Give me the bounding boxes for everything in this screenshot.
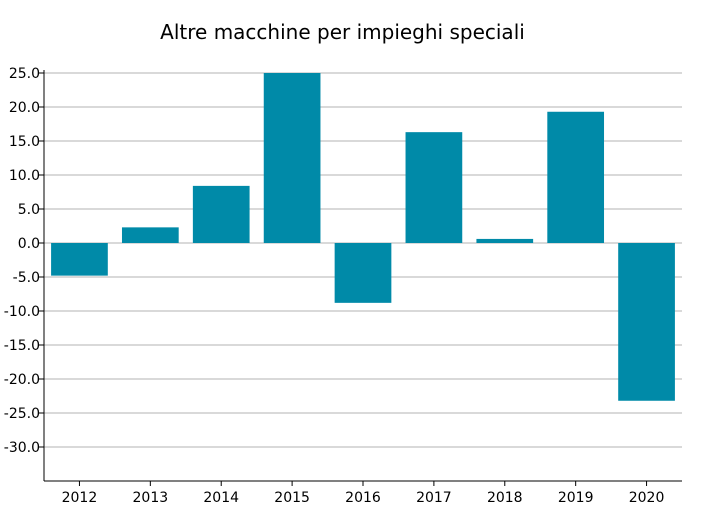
bar-2018: [476, 238, 534, 243]
x-tick-label: 2015: [274, 490, 310, 506]
x-tick-label: 2018: [487, 490, 523, 506]
y-tick-label: -20.0: [4, 372, 40, 388]
x-axis-ticks: 2012 2013 2014 2015 2016 2017 2018 2019 2020: [62, 490, 665, 506]
y-tick-label: -10.0: [4, 304, 40, 320]
bar-2020: [618, 243, 675, 401]
bar-2019: [547, 111, 605, 243]
bar-2016: [334, 243, 392, 303]
chart-title: Altre macchine per impieghi speciali: [160, 20, 525, 44]
bar-2017: [405, 132, 463, 243]
y-tick-label: -25.0: [4, 406, 40, 422]
x-tick-label: 2014: [203, 490, 239, 506]
x-tick-label: 2020: [629, 490, 665, 506]
y-tick-label: 5.0: [18, 202, 40, 218]
y-tick-label: -5.0: [13, 270, 40, 286]
y-tick-label: -15.0: [4, 338, 40, 354]
y-tick-label: 20.0: [9, 100, 40, 116]
bar-2012: [51, 243, 108, 276]
x-tick-label: 2017: [416, 490, 452, 506]
bar-2015: [263, 73, 321, 243]
y-tick-label: 15.0: [9, 134, 40, 150]
x-tick-label: 2013: [133, 490, 169, 506]
bar-layer: [51, 73, 675, 401]
y-axis-ticks: 25.0 20.0 15.0 10.0 5.0 0.0 -5.0 -10.0 -15.0 -20.…: [4, 66, 40, 456]
y-tick-label: -30.0: [4, 440, 40, 456]
y-tick-label: 0.0: [18, 236, 40, 252]
y-tick-label: 10.0: [9, 168, 40, 184]
axis-layer: [39, 70, 682, 486]
bar-2014: [192, 185, 250, 243]
x-tick-label: 2012: [62, 490, 98, 506]
y-tick-label: 25.0: [9, 66, 40, 82]
bar-2013: [121, 227, 179, 243]
grid-layer: [44, 72, 682, 448]
x-tick-label: 2019: [558, 490, 594, 506]
x-tick-label: 2016: [345, 490, 381, 506]
